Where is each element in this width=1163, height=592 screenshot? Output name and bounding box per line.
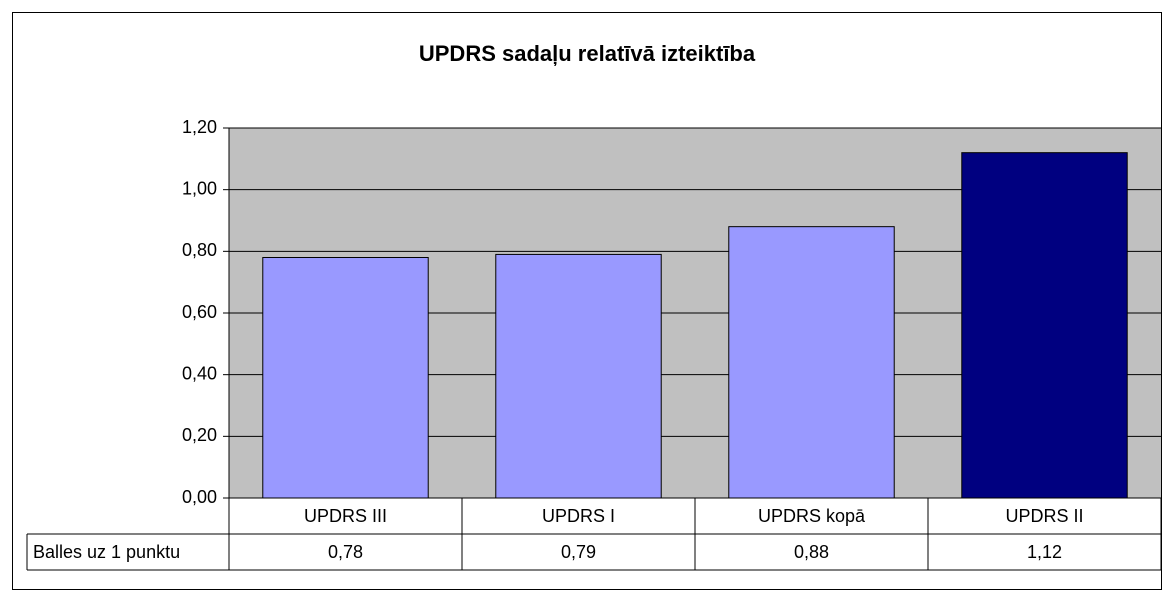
bar xyxy=(961,152,1128,499)
bar xyxy=(728,226,895,499)
y-tick-label: 0,60 xyxy=(182,302,217,322)
chart-title: UPDRS sadaļu relatīvā izteiktība xyxy=(419,41,756,66)
bar xyxy=(495,253,662,499)
y-tick-label: 0,40 xyxy=(182,363,217,383)
y-tick-label: 1,20 xyxy=(182,117,217,137)
data-label: 0,78 xyxy=(328,542,363,562)
bar xyxy=(262,257,429,499)
x-tick-label: UPDRS III xyxy=(304,506,387,526)
y-tick-label: 0,00 xyxy=(182,487,217,507)
data-label: 0,88 xyxy=(794,542,829,562)
x-tick-label: UPDRS II xyxy=(1005,506,1083,526)
data-label: 1,12 xyxy=(1027,542,1062,562)
x-tick-label: UPDRS kopā xyxy=(758,506,866,526)
y-tick-label: 0,20 xyxy=(182,425,217,445)
x-tick-label: UPDRS I xyxy=(542,506,615,526)
y-tick-label: 1,00 xyxy=(182,178,217,198)
y-tick-label: 0,80 xyxy=(182,240,217,260)
data-label: 0,79 xyxy=(561,542,596,562)
legend-label: Balles uz 1 punktu xyxy=(33,542,180,562)
